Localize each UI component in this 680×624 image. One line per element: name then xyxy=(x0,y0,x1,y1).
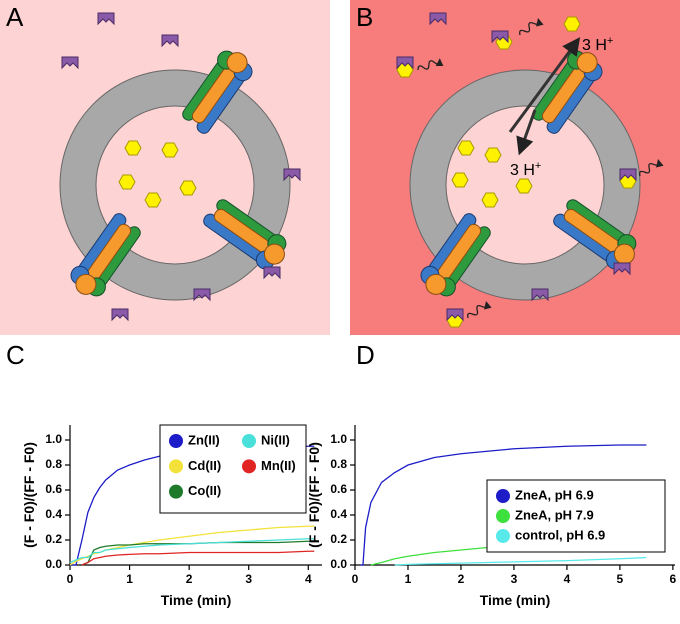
data-line xyxy=(81,550,315,566)
proton-label: 3 H+ xyxy=(582,35,613,54)
data-line xyxy=(394,556,647,566)
panel-label: C xyxy=(6,340,25,370)
y-tick-label: 0.2 xyxy=(330,532,347,546)
y-axis-label: (F - F0)/(FF - F0) xyxy=(306,442,322,548)
legend-marker xyxy=(169,434,183,448)
panel-label: A xyxy=(6,2,24,32)
legend-marker xyxy=(496,529,510,543)
y-tick-label: 0.6 xyxy=(45,482,62,496)
legend-label: Co(II) xyxy=(188,483,221,498)
legend-box xyxy=(159,424,307,514)
x-tick-label: 2 xyxy=(458,572,465,586)
y-tick-label: 0.0 xyxy=(330,557,347,571)
legend-marker xyxy=(242,434,256,448)
x-axis-label: Time (min) xyxy=(161,592,232,608)
legend-label: control, pH 6.9 xyxy=(515,527,605,542)
x-tick-label: 1 xyxy=(405,572,412,586)
x-tick-label: 6 xyxy=(670,572,677,586)
x-tick-label: 0 xyxy=(67,572,74,586)
x-tick-label: 0 xyxy=(352,572,359,586)
legend-marker xyxy=(169,484,183,499)
x-tick-label: 1 xyxy=(126,572,133,586)
x-axis-label: Time (min) xyxy=(480,592,551,608)
legend-label: Ni(II) xyxy=(261,432,290,447)
y-tick-label: 0.8 xyxy=(330,457,347,471)
y-tick-label: 0.8 xyxy=(45,457,62,471)
legend-label: Cd(II) xyxy=(188,458,221,473)
legend-label: ZneA, pH 7.9 xyxy=(515,507,594,522)
data-line xyxy=(69,538,315,564)
x-tick-label: 3 xyxy=(245,572,252,586)
y-tick-label: 0.2 xyxy=(45,532,62,546)
x-tick-label: 4 xyxy=(305,572,312,586)
y-axis-label: (F - F0)/(FF - F0) xyxy=(21,442,37,548)
legend-label: ZneA, pH 6.9 xyxy=(515,487,594,502)
legend-marker xyxy=(242,459,256,474)
data-line xyxy=(360,444,647,566)
y-tick-label: 0.0 xyxy=(45,557,62,571)
legend-label: Mn(II) xyxy=(261,458,296,473)
legend-box xyxy=(486,479,666,553)
legend-marker xyxy=(169,459,183,474)
x-tick-label: 3 xyxy=(511,572,518,586)
x-tick-label: 4 xyxy=(564,572,571,586)
y-tick-label: 0.6 xyxy=(330,482,347,496)
proton-label: 3 H+ xyxy=(510,160,541,179)
panel-label: D xyxy=(356,340,375,370)
legend-label: Zn(II) xyxy=(188,432,220,447)
panel-label: B xyxy=(356,2,373,32)
diagram-b: 3 H+ 3 H+ xyxy=(350,0,680,335)
y-tick-label: 0.4 xyxy=(45,507,62,521)
y-tick-label: 1.0 xyxy=(330,432,347,446)
diagram-a xyxy=(0,0,330,335)
x-tick-label: 5 xyxy=(617,572,624,586)
y-tick-label: 0.4 xyxy=(330,507,347,521)
legend-marker xyxy=(496,509,510,523)
x-tick-label: 2 xyxy=(186,572,193,586)
legend-marker xyxy=(496,489,510,503)
data-line xyxy=(81,540,315,566)
y-tick-label: 1.0 xyxy=(45,432,62,446)
